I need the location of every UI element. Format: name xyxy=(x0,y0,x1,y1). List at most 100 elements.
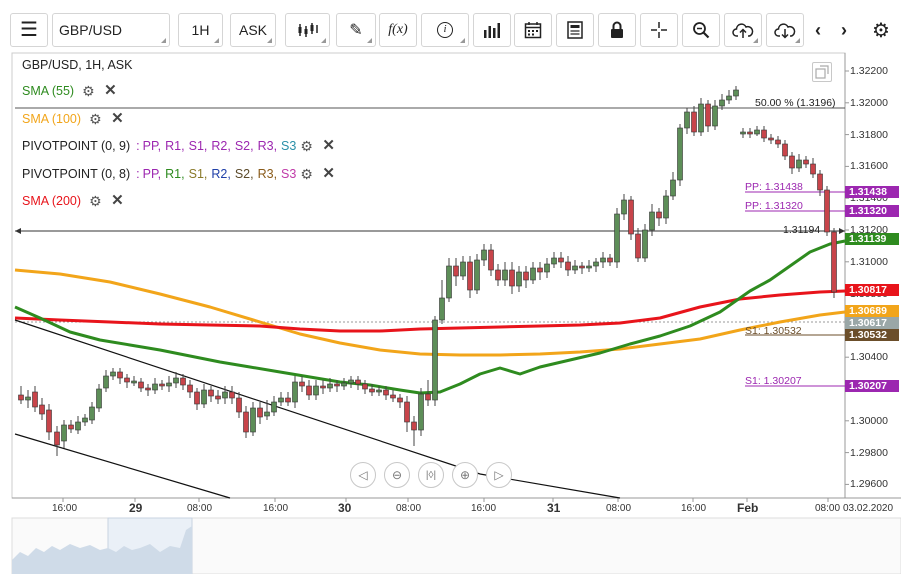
pivot1-pp: PP, xyxy=(142,139,162,153)
gear-icon[interactable]: ⚙ xyxy=(300,138,313,154)
candle-body xyxy=(257,407,263,418)
candle-body xyxy=(481,249,487,261)
candle-body xyxy=(586,265,592,269)
candle-body xyxy=(124,377,130,383)
volume-button[interactable] xyxy=(473,13,511,47)
legend-sma55: SMA (55) ⚙ ✕ xyxy=(22,82,117,99)
price-tick-label: 1.29600 xyxy=(850,478,888,491)
candle-body xyxy=(789,155,795,169)
candle-body xyxy=(334,383,340,387)
candle-body xyxy=(369,388,375,393)
triangle-right-icon: ▷ xyxy=(494,468,504,482)
candle-body xyxy=(593,261,599,267)
reset-button[interactable]: |◊| xyxy=(418,462,444,488)
close-icon[interactable]: ✕ xyxy=(322,165,335,182)
pivot2-r1: R1, xyxy=(165,167,185,181)
timeframe-selector[interactable]: 1H xyxy=(178,13,223,47)
sma55-label: SMA (55) xyxy=(22,84,75,98)
pivot1-r1: R1, xyxy=(165,139,185,153)
gear-icon[interactable]: ⚙ xyxy=(89,193,102,209)
pivot2-s2: S2, xyxy=(234,167,254,181)
price-type-selector[interactable]: ASK xyxy=(230,13,276,47)
candle-body xyxy=(432,319,438,401)
pivot-pp-label: PP: 1.31438 xyxy=(745,181,803,193)
zoom-out-button[interactable]: ⊖ xyxy=(384,462,410,488)
calendar-button[interactable] xyxy=(514,13,552,47)
pivot2-pp: PP, xyxy=(142,167,162,181)
candle-body xyxy=(495,269,501,281)
candle-body xyxy=(327,383,333,389)
gear-icon[interactable]: ⚙ xyxy=(89,111,102,127)
draw-tool-button[interactable]: ✎ xyxy=(336,13,376,47)
price-tick-label: 1.31600 xyxy=(850,160,888,173)
candle-body xyxy=(159,383,165,387)
pivot1-s1: S1, xyxy=(188,139,208,153)
candle-body xyxy=(25,396,31,401)
close-icon[interactable]: ✕ xyxy=(104,82,117,99)
upload-button[interactable] xyxy=(724,13,762,47)
price-tag-sma100: 1.30689 xyxy=(845,305,899,317)
candle-body xyxy=(607,257,613,263)
candle-body xyxy=(54,431,60,446)
menu-button[interactable]: ☰ xyxy=(10,13,48,47)
time-tick-label: 16:00 xyxy=(681,503,707,514)
legend-sma200: SMA (200) ⚙ ✕ xyxy=(22,192,124,209)
candle-body xyxy=(600,257,606,263)
zoom-in-button[interactable]: ⊕ xyxy=(452,462,478,488)
download-button[interactable] xyxy=(766,13,804,47)
candle-body xyxy=(768,137,774,141)
gear-icon[interactable]: ⚙ xyxy=(300,166,313,182)
candle-body xyxy=(726,95,732,101)
time-tick-label: 31 xyxy=(547,501,561,515)
sma200-label: SMA (200) xyxy=(22,194,82,208)
candle-body xyxy=(82,417,88,423)
expand-button[interactable] xyxy=(812,62,832,82)
document-icon xyxy=(567,21,583,39)
close-icon[interactable]: ✕ xyxy=(322,137,335,154)
price-tag-pp: 1.31438 xyxy=(845,186,899,198)
lock-button[interactable] xyxy=(598,13,636,47)
symbol-selector[interactable]: GBP/USD xyxy=(52,13,170,47)
indicators-button[interactable]: f(x) xyxy=(379,13,417,47)
candle-body xyxy=(299,381,305,387)
crosshair-button[interactable] xyxy=(640,13,678,47)
candle-body xyxy=(110,371,116,377)
price-tag-current: 1.30617 xyxy=(845,317,899,329)
candle-body xyxy=(138,381,144,389)
candle-body xyxy=(537,267,543,273)
candle-body xyxy=(173,377,179,384)
zoom-button[interactable] xyxy=(682,13,720,47)
settings-button[interactable]: ⚙ xyxy=(866,13,896,47)
candle-body xyxy=(754,129,760,135)
price-type-label: ASK xyxy=(238,22,267,38)
scroll-right-button[interactable]: › xyxy=(832,13,856,47)
hamburger-icon: ☰ xyxy=(20,19,38,41)
gear-icon[interactable]: ⚙ xyxy=(82,83,95,99)
chevron-right-icon: › xyxy=(841,19,847,40)
fib-level-label: 50.00 % (1.3196) xyxy=(755,97,836,109)
candle-body xyxy=(397,397,403,403)
close-icon[interactable]: ✕ xyxy=(111,110,124,127)
candle-body xyxy=(747,131,753,135)
template-button[interactable] xyxy=(556,13,594,47)
scroll-left-button[interactable]: ‹ xyxy=(806,13,830,47)
candle-body xyxy=(523,271,529,281)
pan-left-button[interactable]: ◁ xyxy=(350,462,376,488)
candle-body xyxy=(145,387,151,391)
candle-body xyxy=(509,269,515,287)
candle-body xyxy=(579,265,585,269)
pivot2-r2: R2, xyxy=(211,167,231,181)
chart-type-button[interactable] xyxy=(285,13,330,47)
pivot1-r3: R3, xyxy=(257,139,278,153)
legend-title: GBP/USD, 1H, ASK xyxy=(22,58,132,72)
candle-body xyxy=(131,380,137,384)
sma55-line xyxy=(14,239,846,395)
candle-body xyxy=(215,395,221,400)
info-button[interactable]: i xyxy=(421,13,469,47)
candle-body xyxy=(796,159,802,169)
pan-right-button[interactable]: ▷ xyxy=(486,462,512,488)
candle-body xyxy=(453,265,459,277)
candle-body xyxy=(824,189,830,233)
close-icon[interactable]: ✕ xyxy=(111,192,124,209)
